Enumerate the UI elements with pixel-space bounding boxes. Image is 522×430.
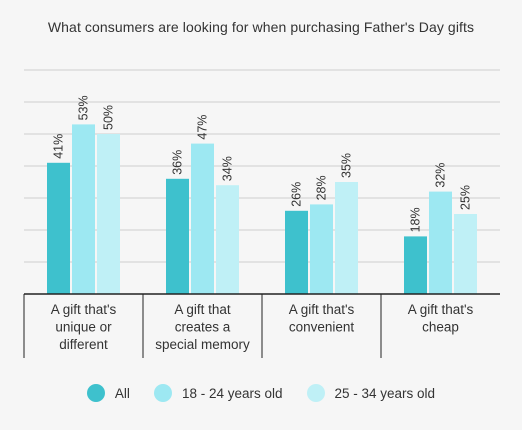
bar-2-0	[285, 210, 308, 294]
category-label-0: A gift that's unique or different	[51, 302, 117, 352]
legend-swatch-all	[86, 384, 105, 402]
category-label-3: A gift that's cheap	[408, 302, 474, 335]
bar-3-1	[429, 191, 452, 294]
legend: All 18 - 24 years old 25 - 34 years old	[0, 384, 522, 402]
bar-chart: 41% 53% 50% 36% 47% 34% 26% 28% 35% 18% 32% 25% A g…	[23, 69, 500, 358]
bars	[47, 124, 477, 295]
category-labels: A gift that's unique or different A gift th…	[51, 302, 474, 352]
value-label-3-1: 32%	[434, 163, 448, 188]
bar-1-0	[166, 178, 189, 294]
bar-2-1	[310, 204, 333, 294]
bar-1-1	[191, 143, 214, 294]
legend-item-all: All	[86, 384, 130, 402]
value-label-0-2: 50%	[102, 105, 116, 130]
bar-3-0	[404, 236, 427, 294]
chart-title: What consumers are looking for when purc…	[47, 19, 475, 35]
legend-label-25-34: 25 - 34 years old	[334, 385, 436, 401]
bar-2-2	[335, 182, 358, 294]
value-label-1-1: 47%	[196, 115, 210, 140]
gridlines	[24, 69, 500, 263]
value-label-1-2: 34%	[221, 156, 235, 181]
legend-swatch-25-34	[306, 384, 325, 402]
legend-item-18-24: 18 - 24 years old	[153, 384, 283, 402]
value-labels: 41% 53% 50% 36% 47% 34% 26% 28% 35% 18% 32% 25%	[52, 95, 473, 232]
legend-label-18-24: 18 - 24 years old	[181, 385, 283, 401]
category-label-2: A gift that's convenient	[289, 302, 355, 335]
legend-label-all: All	[114, 385, 130, 401]
value-label-2-0: 26%	[290, 182, 304, 207]
value-label-2-2: 35%	[340, 153, 354, 178]
value-label-3-0: 18%	[409, 207, 423, 232]
value-label-2-1: 28%	[315, 175, 329, 200]
value-label-0-0: 41%	[52, 134, 66, 159]
bar-0-0	[47, 162, 70, 294]
value-label-1-0: 36%	[171, 150, 185, 175]
value-label-3-2: 25%	[459, 185, 473, 210]
x-axis	[23, 293, 500, 358]
value-label-0-1: 53%	[77, 95, 91, 120]
legend-swatch-18-24	[153, 384, 172, 402]
bar-0-2	[97, 134, 120, 294]
legend-item-25-34: 25 - 34 years old	[306, 384, 436, 402]
bar-0-1	[72, 124, 95, 295]
bar-1-2	[216, 185, 239, 294]
bar-3-2	[454, 214, 477, 294]
category-label-1: A gift that creates a special memory	[155, 302, 250, 352]
